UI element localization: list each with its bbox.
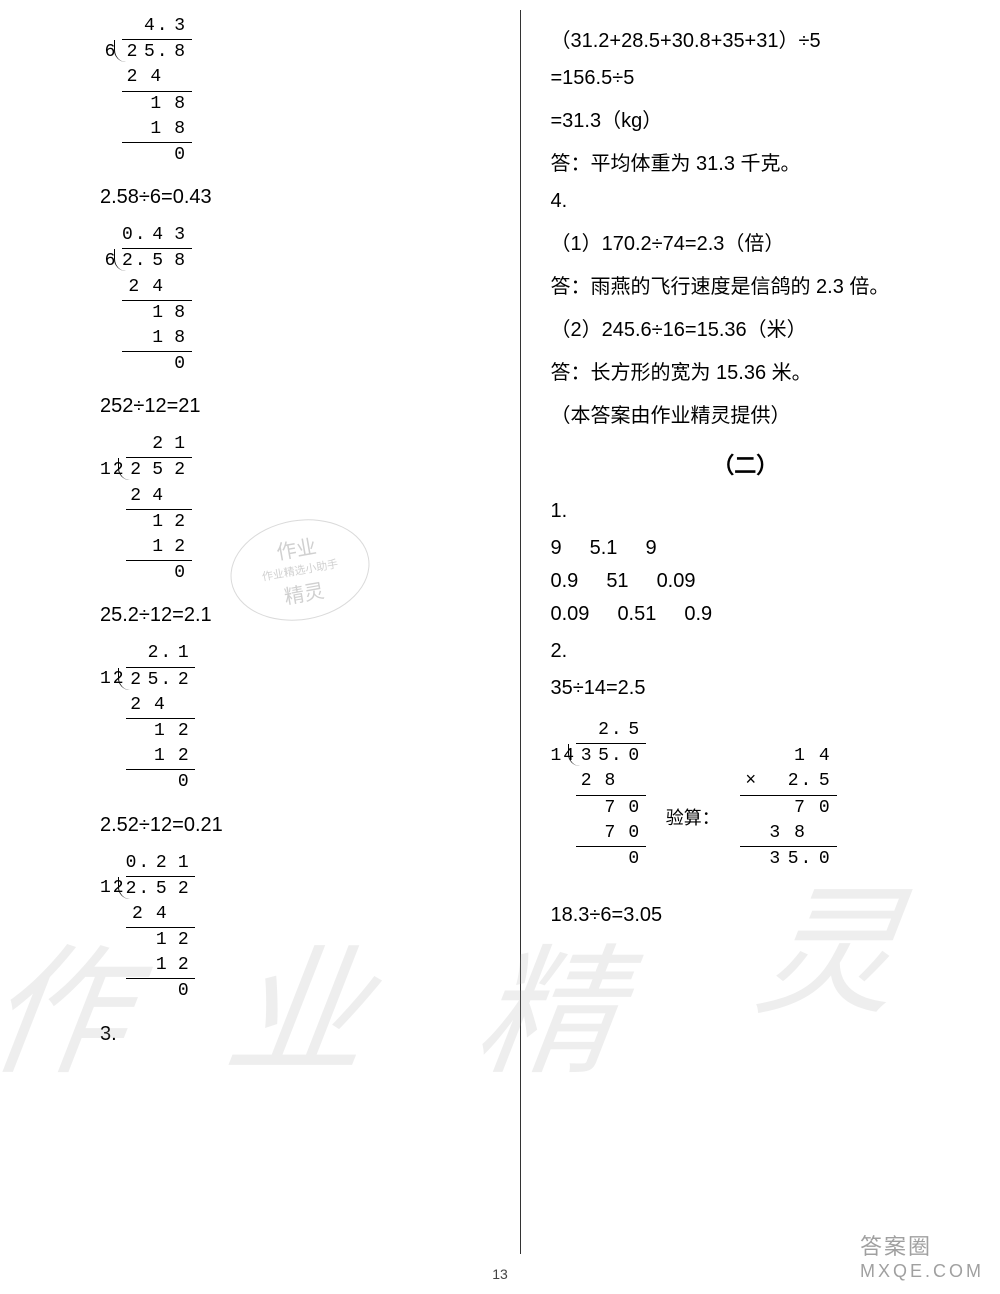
section-label: 2. xyxy=(551,640,941,663)
long-division-3: 21 12252 24 12 12 0 xyxy=(100,432,490,586)
equation: 2.52÷12=0.21 xyxy=(100,814,490,837)
long-division-5: 0.21 122.52 24 12 12 0 xyxy=(100,851,490,1005)
answer-row: 0.9510.09 xyxy=(551,570,941,593)
section-label: 4. xyxy=(551,190,941,213)
calc-line: =31.3（kg） xyxy=(551,104,941,133)
equation: 35÷14=2.5 xyxy=(551,677,941,700)
answer-row: 95.19 xyxy=(551,537,941,560)
multiplication-check: 14 ×2.5 70 38 35.0 xyxy=(740,744,838,872)
answer-line: 答：平均体重为 31.3 千克。 xyxy=(551,147,941,176)
page-content: 4.3 625.8 24 18 18 0 2.58÷6=0.43 0.43 62… xyxy=(0,0,1000,1294)
long-division-2: 0.43 62.58 24 18 18 0 xyxy=(100,223,490,377)
answer-line: 答：长方形的宽为 15.36 米。 xyxy=(551,356,941,385)
equation: 2.58÷6=0.43 xyxy=(100,186,490,209)
long-division-1: 4.3 625.8 24 18 18 0 xyxy=(100,14,490,168)
calc-line: （2）245.6÷16=15.36（米） xyxy=(551,313,941,342)
equation: 252÷12=21 xyxy=(100,395,490,418)
verify-label: 验算： xyxy=(666,804,720,830)
section-heading: （二） xyxy=(551,448,941,480)
section-label: 3. xyxy=(100,1023,490,1046)
equation: 25.2÷12=2.1 xyxy=(100,604,490,627)
right-column: （31.2+28.5+30.8+35+31）÷5 =156.5÷5 =31.3（… xyxy=(531,10,961,1254)
equation: 18.3÷6=3.05 xyxy=(551,904,941,927)
page-number: 13 xyxy=(0,1266,1000,1282)
calc-line: （1）170.2÷74=2.3（倍） xyxy=(551,227,941,256)
column-divider xyxy=(520,10,521,1254)
calc-line: （31.2+28.5+30.8+35+31）÷5 xyxy=(551,24,941,53)
long-division-4: 2.1 1225.2 24 12 12 0 xyxy=(100,641,490,795)
answer-line: 答：雨燕的飞行速度是信鸽的 2.3 倍。 xyxy=(551,270,941,299)
answer-row: 0.090.510.9 xyxy=(551,603,941,626)
left-column: 4.3 625.8 24 18 18 0 2.58÷6=0.43 0.43 62… xyxy=(80,10,510,1254)
long-division-a: 2.5 1435.0 28 70 70 0 xyxy=(551,718,646,872)
section-label: 1. xyxy=(551,500,941,523)
credit-line: （本答案由作业精灵提供） xyxy=(551,399,941,428)
verify-block: 2.5 1435.0 28 70 70 0 验算： 14 ×2.5 70 38 … xyxy=(551,714,941,890)
calc-line: =156.5÷5 xyxy=(551,67,941,90)
